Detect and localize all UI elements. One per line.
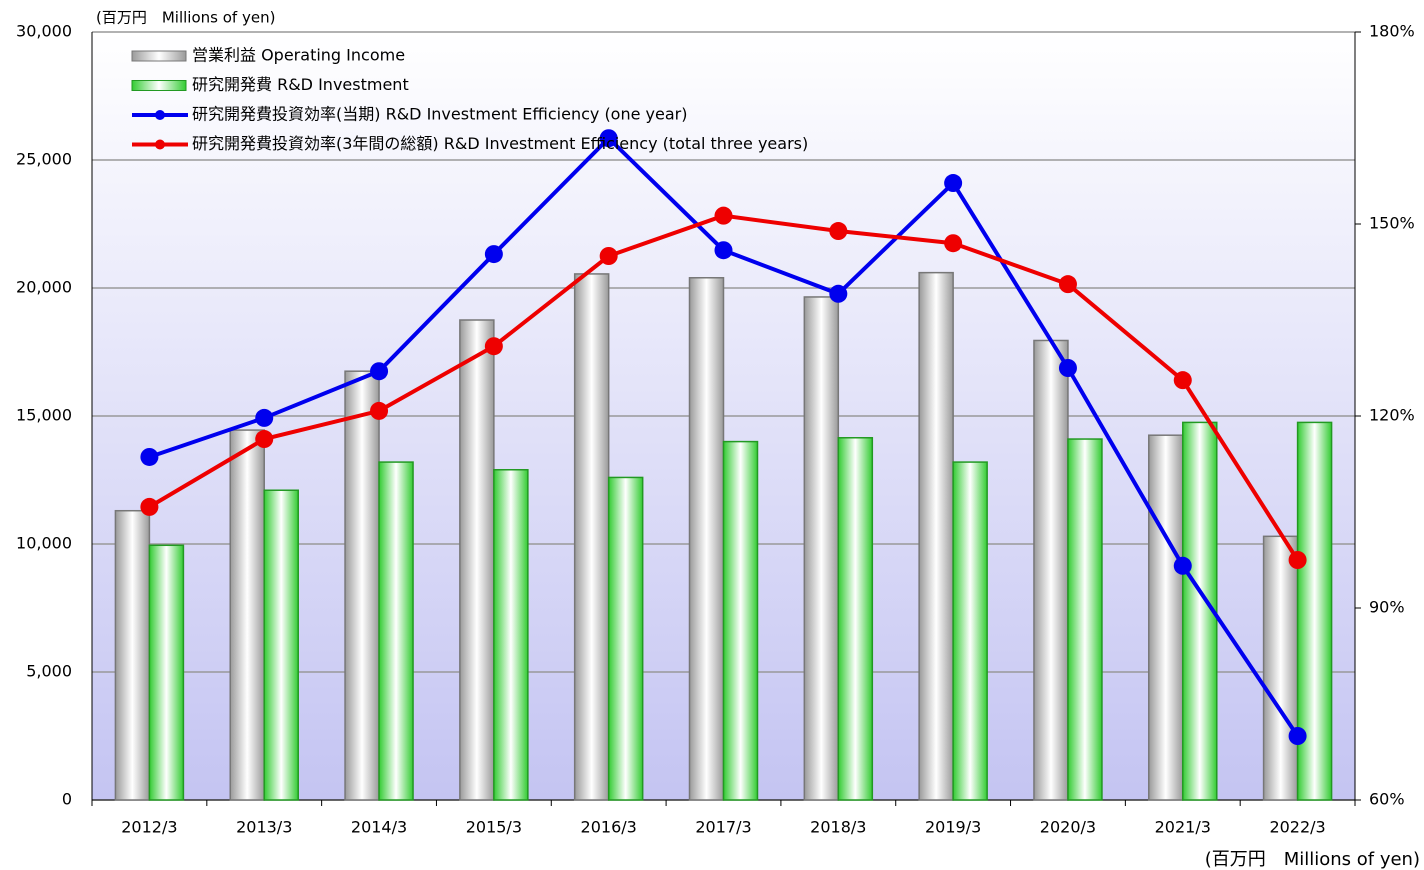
line-marker bbox=[1058, 275, 1077, 294]
bar bbox=[1296, 421, 1333, 801]
bar bbox=[837, 437, 874, 801]
legend-label: 研究開発費 R&D Investment bbox=[192, 75, 409, 94]
line-marker bbox=[140, 447, 159, 466]
line-marker bbox=[255, 430, 274, 449]
y2-tick-label: 180% bbox=[1369, 22, 1415, 41]
line-marker bbox=[370, 362, 389, 381]
bar bbox=[1148, 434, 1184, 801]
bar bbox=[459, 319, 495, 801]
line-marker bbox=[944, 234, 963, 253]
bar bbox=[148, 544, 185, 801]
bar bbox=[1262, 535, 1299, 801]
line-marker bbox=[255, 408, 274, 427]
y2-tick-label: 90% bbox=[1369, 598, 1405, 617]
legend-marker bbox=[155, 110, 165, 120]
y-tick-label: 25,000 bbox=[16, 150, 72, 169]
line-marker bbox=[829, 284, 848, 303]
line-marker bbox=[1058, 359, 1077, 377]
bar bbox=[688, 277, 725, 801]
line-marker bbox=[484, 337, 503, 356]
x-tick-label: 2014/3 bbox=[351, 818, 407, 837]
y-tick-label: 20,000 bbox=[16, 278, 72, 297]
x-tick-label: 2022/3 bbox=[1269, 818, 1325, 837]
y2-tick-label: 150% bbox=[1369, 214, 1415, 233]
legend-marker bbox=[155, 139, 165, 150]
x-tick-label: 2015/3 bbox=[466, 818, 522, 837]
bar bbox=[607, 476, 644, 801]
x-tick-label: 2012/3 bbox=[121, 818, 177, 837]
legend-label: 研究開発費投資効率(3年間の総額) R&D Investment Efficie… bbox=[192, 134, 808, 153]
x-tick-label: 2019/3 bbox=[925, 818, 981, 837]
unit-label: (百万円 Millions of yen) bbox=[1205, 849, 1420, 870]
bar bbox=[229, 429, 265, 801]
bar bbox=[378, 461, 414, 801]
line-marker bbox=[714, 241, 733, 260]
x-tick-label: 2018/3 bbox=[810, 818, 866, 837]
bar bbox=[573, 273, 610, 801]
line-marker bbox=[714, 206, 733, 225]
legend-label: 営業利益 Operating Income bbox=[192, 46, 405, 65]
legend-label: 研究開発費投資効率(当期) R&D Investment Efficiency … bbox=[192, 105, 687, 124]
y-tick-label: 15,000 bbox=[16, 406, 72, 425]
y-tick-label: 30,000 bbox=[16, 22, 72, 41]
bar bbox=[722, 440, 759, 801]
y-tick-label: 0 bbox=[62, 790, 72, 809]
x-tick-label: 2013/3 bbox=[236, 818, 292, 837]
y-tick-label: 5,000 bbox=[26, 662, 72, 681]
line-marker bbox=[1173, 556, 1192, 575]
bar bbox=[952, 461, 988, 801]
y2-tick-label: 60% bbox=[1369, 790, 1405, 809]
line-marker bbox=[484, 245, 503, 264]
bar bbox=[1033, 339, 1069, 801]
line-marker bbox=[370, 401, 389, 420]
bar bbox=[493, 469, 529, 801]
x-tick-label: 2021/3 bbox=[1155, 818, 1211, 837]
bar bbox=[114, 509, 151, 801]
x-tick-label: 2017/3 bbox=[695, 818, 751, 837]
bar bbox=[803, 296, 840, 801]
line-marker bbox=[944, 174, 963, 193]
line-marker bbox=[140, 497, 159, 516]
bar bbox=[1067, 438, 1103, 801]
x-tick-label: 2016/3 bbox=[581, 818, 637, 837]
y2-tick-label: 120% bbox=[1369, 406, 1415, 425]
legend-swatch bbox=[131, 80, 187, 91]
bar bbox=[918, 271, 954, 801]
line-marker bbox=[599, 247, 618, 265]
y-tick-label: 10,000 bbox=[16, 534, 72, 553]
bar bbox=[263, 489, 299, 801]
x-tick-label: 2020/3 bbox=[1040, 818, 1096, 837]
line-marker bbox=[1173, 371, 1192, 390]
bar bbox=[344, 370, 380, 801]
line-marker bbox=[1288, 727, 1307, 745]
legend-swatch bbox=[131, 50, 187, 62]
line-marker bbox=[599, 129, 618, 148]
line-marker bbox=[829, 222, 848, 241]
line-marker bbox=[1288, 551, 1307, 569]
unit-label: (百万円 Millions of yen) bbox=[96, 9, 275, 27]
